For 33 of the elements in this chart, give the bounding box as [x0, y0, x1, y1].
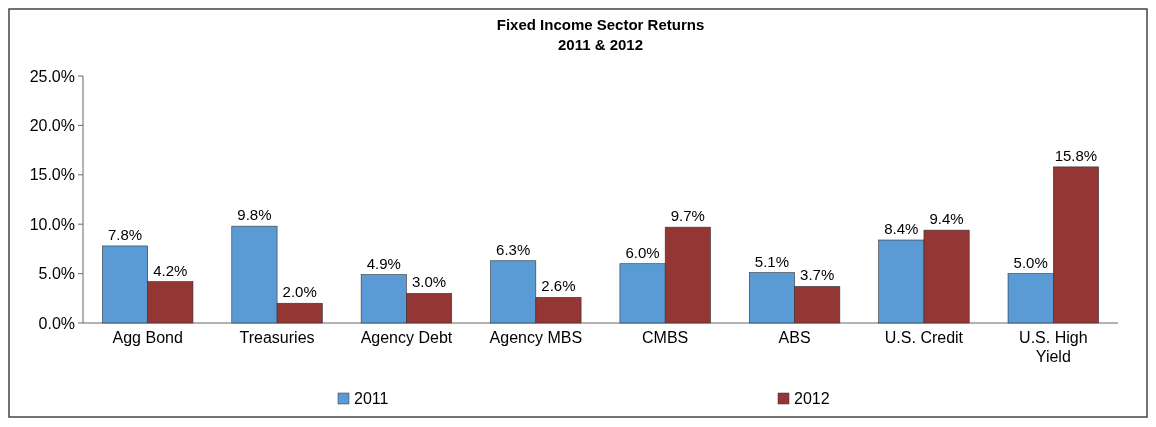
y-tick-label: 20.0%: [29, 117, 75, 134]
y-tick-label: 0.0%: [38, 314, 75, 332]
x-tick-label: CMBS: [642, 329, 689, 346]
x-tick-label: Agency MBS: [489, 329, 583, 346]
data-label: 2.6%: [541, 277, 576, 295]
x-tick-label: U.S. Credit: [884, 329, 964, 346]
data-label: 9.8%: [237, 206, 272, 224]
x-tick-label: Treasuries: [239, 329, 315, 346]
x-tick-label: Agg Bond: [112, 329, 183, 346]
legend-label: 2012: [794, 390, 830, 407]
y-tick-label: 5.0%: [38, 265, 75, 283]
data-label: 6.0%: [625, 243, 660, 261]
data-label: 5.0%: [1013, 253, 1048, 271]
data-label: 15.8%: [1054, 146, 1098, 164]
x-tick-label: Agency Debt: [360, 329, 453, 346]
legend-label: 2011: [354, 390, 389, 407]
y-tick-label: 15.0%: [29, 166, 75, 184]
data-label: 8.4%: [884, 220, 919, 238]
x-tick-label: U.S. High Yield: [1019, 329, 1088, 365]
data-label: 6.3%: [496, 240, 531, 258]
data-label: 3.0%: [411, 273, 447, 291]
data-label: 3.7%: [800, 266, 835, 284]
x-tick-label: ABS: [778, 329, 811, 346]
data-label: 9.7%: [670, 207, 705, 225]
data-label: 9.4%: [929, 210, 964, 228]
data-label: 4.9%: [366, 254, 401, 272]
data-label: 5.1%: [754, 252, 790, 270]
y-tick-label: 25.0%: [29, 67, 75, 85]
chart-title: Fixed Income Sector Returns 2011 & 2012: [496, 16, 705, 53]
data-label: 2.0%: [282, 283, 317, 301]
y-tick-label: 10.0%: [29, 215, 75, 233]
data-label: 7.8%: [107, 225, 143, 243]
data-label: 4.2%: [153, 261, 188, 279]
